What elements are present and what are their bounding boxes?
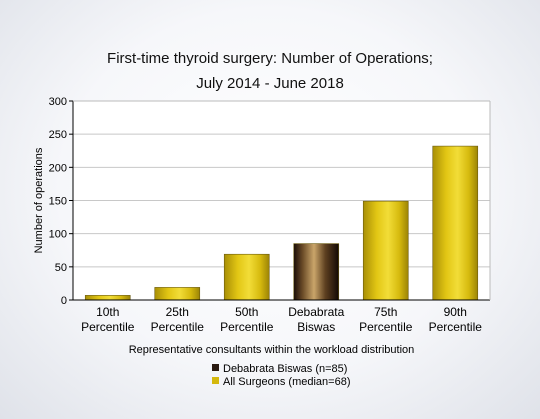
x-tick-label-5-1: Percentile	[429, 320, 483, 334]
x-tick-label-4-1: Percentile	[359, 320, 413, 334]
y-tick-label-50: 50	[55, 262, 67, 274]
x-axis-label: Representative consultants within the wo…	[129, 344, 415, 356]
y-tick-label-150: 150	[49, 196, 67, 208]
x-tick-label-2-0: 50th	[235, 305, 258, 319]
bar-0	[84, 295, 131, 301]
legend-swatch-all	[212, 377, 219, 384]
legend-label-all: All Surgeons (median=68)	[223, 376, 351, 388]
x-tick-label-1-1: Percentile	[151, 320, 205, 334]
x-tick-label-0-1: Percentile	[81, 320, 135, 334]
y-tick-label-250: 250	[49, 129, 67, 141]
x-tick-label-3-1: Biswas	[297, 320, 335, 334]
y-axis-label: Number of operations	[33, 147, 45, 253]
bar-3	[293, 243, 340, 301]
x-tick-label-3-0: Debabrata	[288, 305, 344, 319]
bar-5	[432, 145, 479, 301]
y-tick-label-200: 200	[49, 162, 67, 174]
bar-2	[223, 253, 270, 301]
y-tick-label-0: 0	[61, 295, 67, 307]
bar-1	[154, 287, 201, 301]
bar-4	[362, 200, 409, 301]
x-tick-label-0-0: 10th	[96, 305, 119, 319]
chart-title-line-1: First-time thyroid surgery: Number of Op…	[107, 50, 433, 67]
x-tick-label-4-0: 75th	[374, 305, 397, 319]
legend-label-consultant: Debabrata Biswas (n=85)	[223, 363, 347, 375]
y-tick-label-100: 100	[49, 229, 67, 241]
chart-title-line-2: July 2014 - June 2018	[196, 75, 344, 92]
x-tick-label-5-0: 90th	[444, 305, 467, 319]
x-tick-label-1-0: 25th	[166, 305, 189, 319]
legend-swatch-consultant	[212, 364, 219, 371]
y-tick-label-300: 300	[49, 96, 67, 108]
x-tick-label-2-1: Percentile	[220, 320, 274, 334]
